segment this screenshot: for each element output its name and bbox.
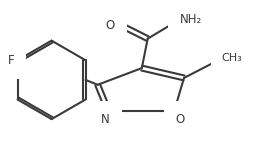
Text: CH₃: CH₃ (222, 53, 242, 63)
Text: O: O (176, 113, 185, 126)
Text: N: N (101, 113, 110, 126)
Text: O: O (106, 19, 115, 32)
Text: F: F (8, 54, 15, 67)
Text: NH₂: NH₂ (180, 12, 202, 26)
